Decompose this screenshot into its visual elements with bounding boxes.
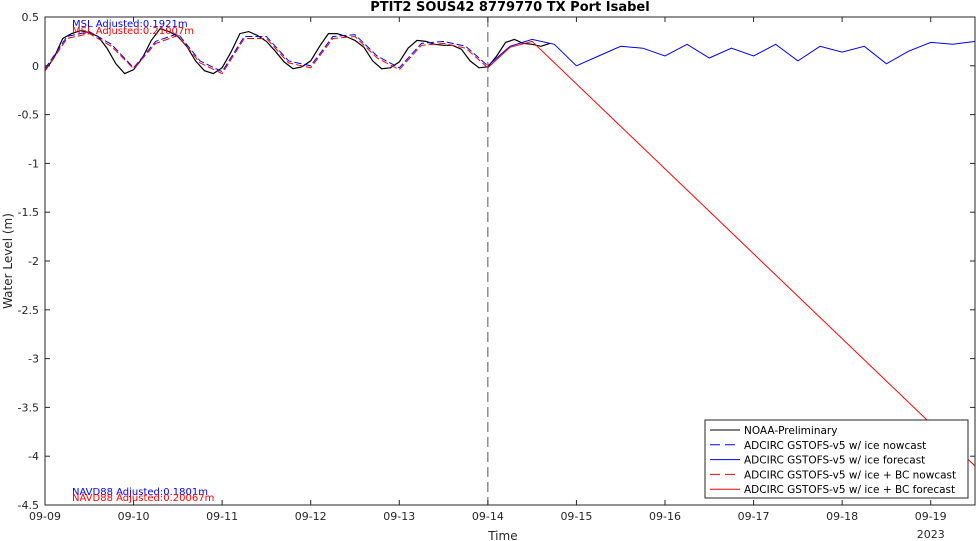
chart-title: PTIT2 SOUS42 8779770 TX Port Isabel [370,0,649,15]
y-tick-label: -4 [28,450,39,463]
legend-entry: ADCIRC GSTOFS-v5 w/ ice forecast [744,455,925,467]
series-line-2 [487,38,976,67]
y-tick-label: 0.5 [22,11,40,24]
series-line-3 [44,33,489,75]
x-axis-label: Time [487,529,517,541]
y-tick-label: -3.5 [18,401,39,414]
series-line-0 [44,27,551,75]
x-tick-label: 09-15 [560,510,592,523]
y-tick-label: -4.5 [18,499,39,512]
legend-entry: ADCIRC GSTOFS-v5 w/ ice + BC nowcast [744,469,956,481]
series-line-4 [487,40,976,467]
legend-box [704,419,969,499]
x-tick-label: 09-12 [295,510,327,523]
y-tick-label: -2 [28,255,39,268]
x-tick-label: 09-11 [206,510,238,523]
y-axis-label: Water Level (m) [1,213,15,309]
x-tick-label: 09-17 [738,510,770,523]
msl-adjusted-red: MSL Adjusted:0.21007m [72,26,194,37]
year-label: 2023 [917,528,945,541]
y-tick-label: -2.5 [18,304,39,317]
legend: NOAA-Preliminary ADCIRC GSTOFS-v5 w/ ice … [704,419,969,499]
legend-entry: ADCIRC GSTOFS-v5 w/ ice nowcast [744,440,926,452]
x-tick-label: 09-18 [826,510,858,523]
x-tick-label: 09-16 [649,510,681,523]
msl-adjusted-blue: MSL Adjusted:0.1921m [72,19,188,30]
navd88-adjusted-blue: NAVD88 Adjusted:0.1801m [72,487,208,498]
y-tick-label: -3 [28,353,39,366]
y-tick-label: -1 [28,157,39,170]
x-tick-label: 09-13 [383,510,415,523]
legend-entry: ADCIRC GSTOFS-v5 w/ ice + BC forecast [744,484,955,496]
navd88-adjusted-red: NAVD88 Adjusted:0.20067m [72,493,214,504]
x-tick-label: 09-14 [472,510,504,523]
series-line-1 [44,31,489,73]
legend-entry: NOAA-Preliminary [744,425,837,437]
y-tick-label: 0 [32,60,39,73]
y-tick-label: -1.5 [18,206,39,219]
x-tick-label: 09-19 [915,510,947,523]
y-tick-label: -0.5 [18,109,39,122]
x-tick-label: 09-09 [29,510,61,523]
x-tick-label: 09-10 [118,510,150,523]
